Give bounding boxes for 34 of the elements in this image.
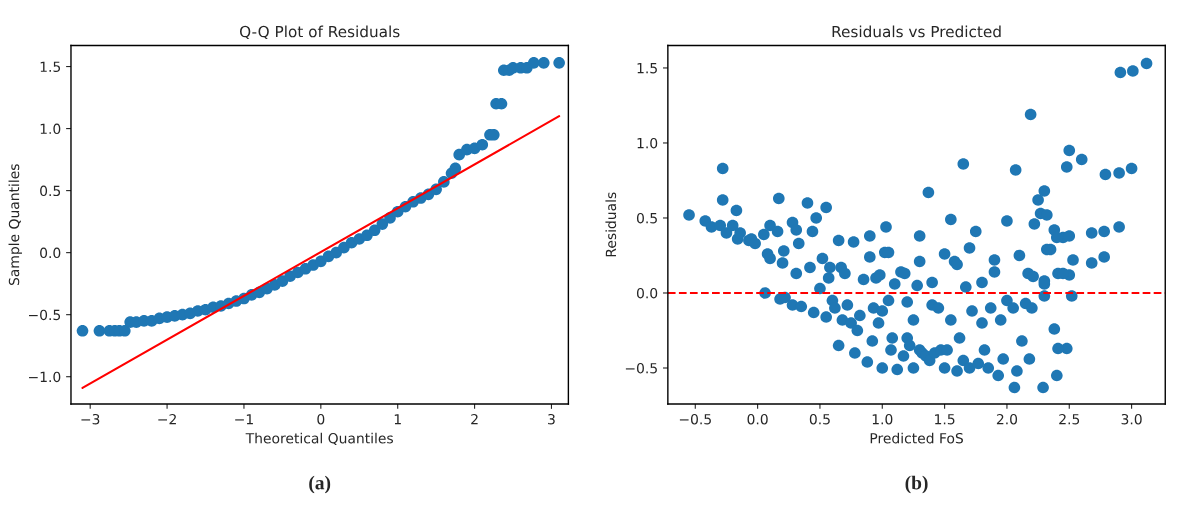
y-tick-label: 0.5 (40, 185, 61, 197)
text: (a) (309, 475, 331, 494)
chart-title: Q-Q Plot of Residuals (239, 25, 400, 40)
y-tick-label: −0.5 (29, 309, 61, 321)
text: (b) (905, 475, 928, 494)
y-tick-label: 0.0 (636, 287, 658, 299)
y-axis-title: Sample Quantiles (8, 164, 22, 286)
x-tick-label: −3 (81, 413, 100, 425)
x-tick-label: −0.5 (679, 413, 711, 425)
y-tick-label: 1.0 (637, 137, 658, 149)
y-tick-label: 0.5 (636, 212, 657, 224)
y-tick-label: −0.5 (625, 362, 657, 374)
x-tick-label: −1 (235, 414, 253, 425)
x-tick-label: 2.5 (1059, 413, 1080, 425)
chart-title: Residuals vs Predicted (832, 25, 1001, 38)
x-tick-label: 0.0 (747, 413, 768, 425)
x-tick-label: 1.0 (872, 413, 893, 425)
y-tick-label: −1.0 (29, 371, 61, 383)
x-axis-title: Theoretical Quantiles (245, 432, 393, 446)
x-tick-label: 1.5 (935, 414, 955, 425)
x-axis-title: Predicted FoS (870, 432, 963, 444)
y-tick-label: 1.5 (40, 61, 61, 73)
y-axis-title: Residuals (605, 192, 617, 257)
y-tick-label: 1.5 (637, 63, 657, 74)
x-tick-label: 1 (394, 414, 401, 425)
x-tick-label: 2.0 (996, 413, 1018, 425)
y-tick-label: 0.0 (40, 247, 61, 259)
x-tick-label: 3.0 (1121, 413, 1142, 425)
x-tick-label: 3 (548, 413, 555, 425)
y-tick-label: 1.0 (40, 123, 61, 135)
x-tick-label: 0.5 (809, 413, 830, 425)
x-tick-label: −2 (158, 413, 176, 425)
x-tick-label: 0 (317, 413, 325, 425)
x-tick-label: 2 (471, 413, 478, 425)
